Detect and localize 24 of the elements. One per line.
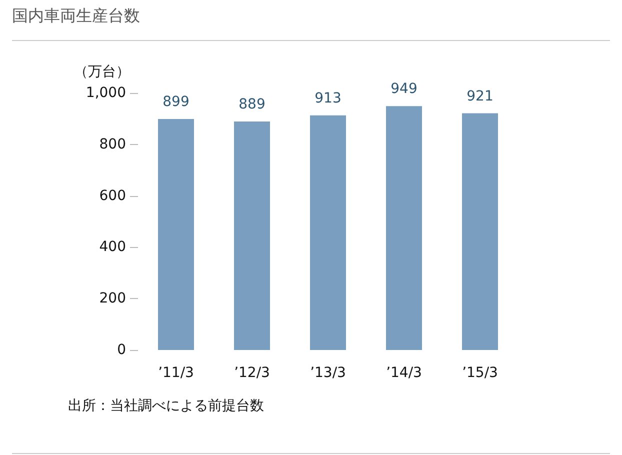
- data-label: 921: [466, 88, 494, 104]
- y-tick-label: 800: [99, 136, 126, 152]
- x-tick-label: ’11/3: [158, 365, 194, 381]
- bar: [462, 113, 498, 350]
- y-tick-label: 200: [99, 290, 126, 307]
- text: 出所：当社調べによる前提台数: [68, 397, 264, 415]
- y-tick-label: 600: [99, 188, 126, 204]
- y-tick-label: 0: [117, 342, 126, 358]
- data-label: 949: [390, 81, 418, 98]
- y-axis-title: （万台）: [74, 64, 130, 80]
- data-label: 899: [162, 94, 190, 110]
- data-label: 913: [314, 90, 342, 106]
- bar: [386, 106, 422, 350]
- chart-title: 国内車両生産台数: [12, 6, 140, 27]
- bar: [310, 115, 346, 350]
- y-tick-label: 1,000: [86, 85, 126, 101]
- bar: [234, 122, 270, 350]
- x-tick-label: ’15/3: [462, 365, 498, 381]
- x-tick-label: ’13/3: [310, 365, 346, 381]
- bar: [158, 118, 194, 350]
- x-tick-label: ’12/3: [234, 365, 270, 381]
- x-tick-label: ’14/3: [386, 365, 422, 381]
- data-label: 889: [238, 96, 266, 113]
- y-tick-label: 400: [99, 239, 126, 256]
